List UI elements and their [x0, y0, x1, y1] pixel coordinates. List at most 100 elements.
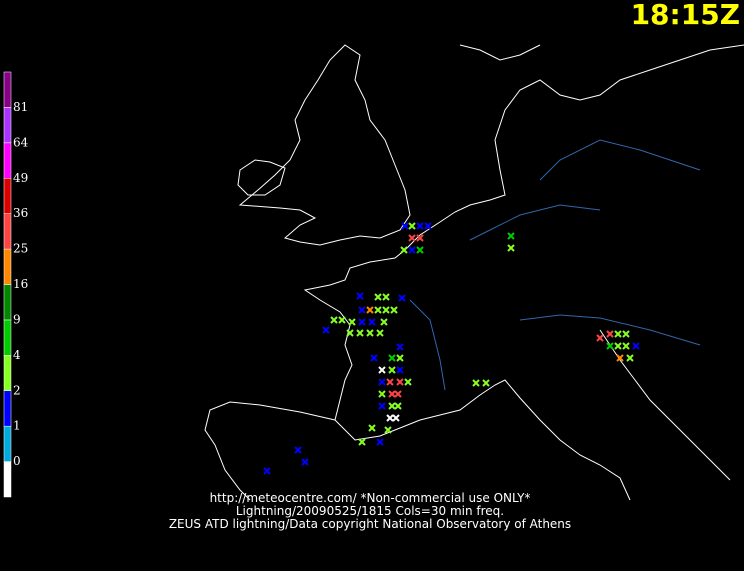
strike	[376, 329, 384, 337]
coast-med	[334, 379, 631, 501]
strike	[368, 318, 376, 326]
strike	[346, 329, 354, 337]
strike	[330, 316, 338, 324]
scale-segment	[3, 213, 12, 250]
strike	[408, 246, 416, 254]
scale-segment	[3, 390, 12, 427]
strike	[358, 318, 366, 326]
river	[539, 139, 701, 181]
strike	[404, 378, 412, 386]
strike	[394, 390, 402, 398]
scale-segment	[3, 355, 12, 392]
footer-text: ZEUS ATD lightning/Data copyright Nation…	[169, 517, 571, 531]
scale-label: 1	[13, 419, 21, 433]
strike	[396, 354, 404, 362]
scale-label: 36	[13, 206, 28, 220]
strike	[374, 293, 382, 301]
river	[409, 299, 446, 391]
strike	[382, 293, 390, 301]
strike	[386, 378, 394, 386]
strike	[416, 222, 424, 230]
strike	[358, 306, 366, 314]
scale-label: 0	[13, 454, 21, 468]
strike	[378, 402, 386, 410]
strike	[416, 234, 424, 242]
strike	[507, 244, 515, 252]
scale-segment	[3, 248, 12, 285]
strike	[378, 378, 386, 386]
strike	[388, 366, 396, 374]
strike	[348, 318, 356, 326]
coastlines	[204, 44, 744, 501]
strike	[358, 438, 366, 446]
scale-label: 2	[13, 383, 21, 397]
scale-label: 16	[13, 277, 28, 291]
strike	[388, 402, 396, 410]
scale-segment	[3, 425, 12, 462]
strike	[606, 342, 614, 350]
strike	[263, 467, 271, 475]
strike	[408, 222, 416, 230]
strike	[386, 414, 394, 422]
strike	[384, 426, 392, 434]
strike	[616, 354, 624, 362]
strike	[376, 438, 384, 446]
strike	[378, 390, 386, 398]
strike	[322, 326, 330, 334]
strikes	[263, 222, 640, 475]
strike	[606, 330, 614, 338]
scale-label: 4	[13, 348, 21, 362]
strike	[378, 366, 386, 374]
scale-label: 64	[13, 135, 29, 149]
strike	[368, 424, 376, 432]
strike	[294, 446, 302, 454]
strike	[398, 294, 406, 302]
scale-segment	[3, 319, 12, 356]
strike	[390, 306, 398, 314]
strike	[400, 246, 408, 254]
strike	[394, 402, 402, 410]
strike	[396, 366, 404, 374]
coast-scandinavia	[459, 44, 541, 61]
strike	[366, 329, 374, 337]
footer-text: Lightning/20090525/1815 Cols=30 min freq…	[236, 504, 504, 518]
strike	[301, 458, 309, 466]
strike	[356, 292, 364, 300]
strike	[366, 306, 374, 314]
strike	[338, 316, 346, 324]
coast-britain	[238, 44, 411, 246]
strike	[614, 342, 622, 350]
strike	[382, 306, 390, 314]
strike	[622, 330, 630, 338]
strike	[388, 390, 396, 398]
strike	[424, 222, 432, 230]
strike	[472, 379, 480, 387]
strike	[380, 318, 388, 326]
coast-adriatic	[599, 329, 731, 481]
strike	[416, 246, 424, 254]
strike	[622, 342, 630, 350]
strike	[482, 379, 490, 387]
strike	[401, 222, 409, 230]
scale-segment	[3, 142, 12, 179]
scale-segment	[3, 461, 12, 498]
scale-label: 9	[13, 312, 21, 326]
strike	[632, 342, 640, 350]
strike	[370, 354, 378, 362]
strike	[507, 232, 515, 240]
strike	[388, 354, 396, 362]
time-label: 18:15Z	[631, 0, 740, 31]
strike	[396, 343, 404, 351]
river	[519, 314, 701, 346]
scale-label: 25	[13, 242, 28, 256]
scale-segment	[3, 107, 12, 144]
strike	[614, 330, 622, 338]
strike	[396, 378, 404, 386]
scale-label: 49	[13, 171, 28, 185]
coast-ireland	[237, 159, 286, 196]
coast-north	[404, 44, 744, 251]
strike	[356, 329, 364, 337]
